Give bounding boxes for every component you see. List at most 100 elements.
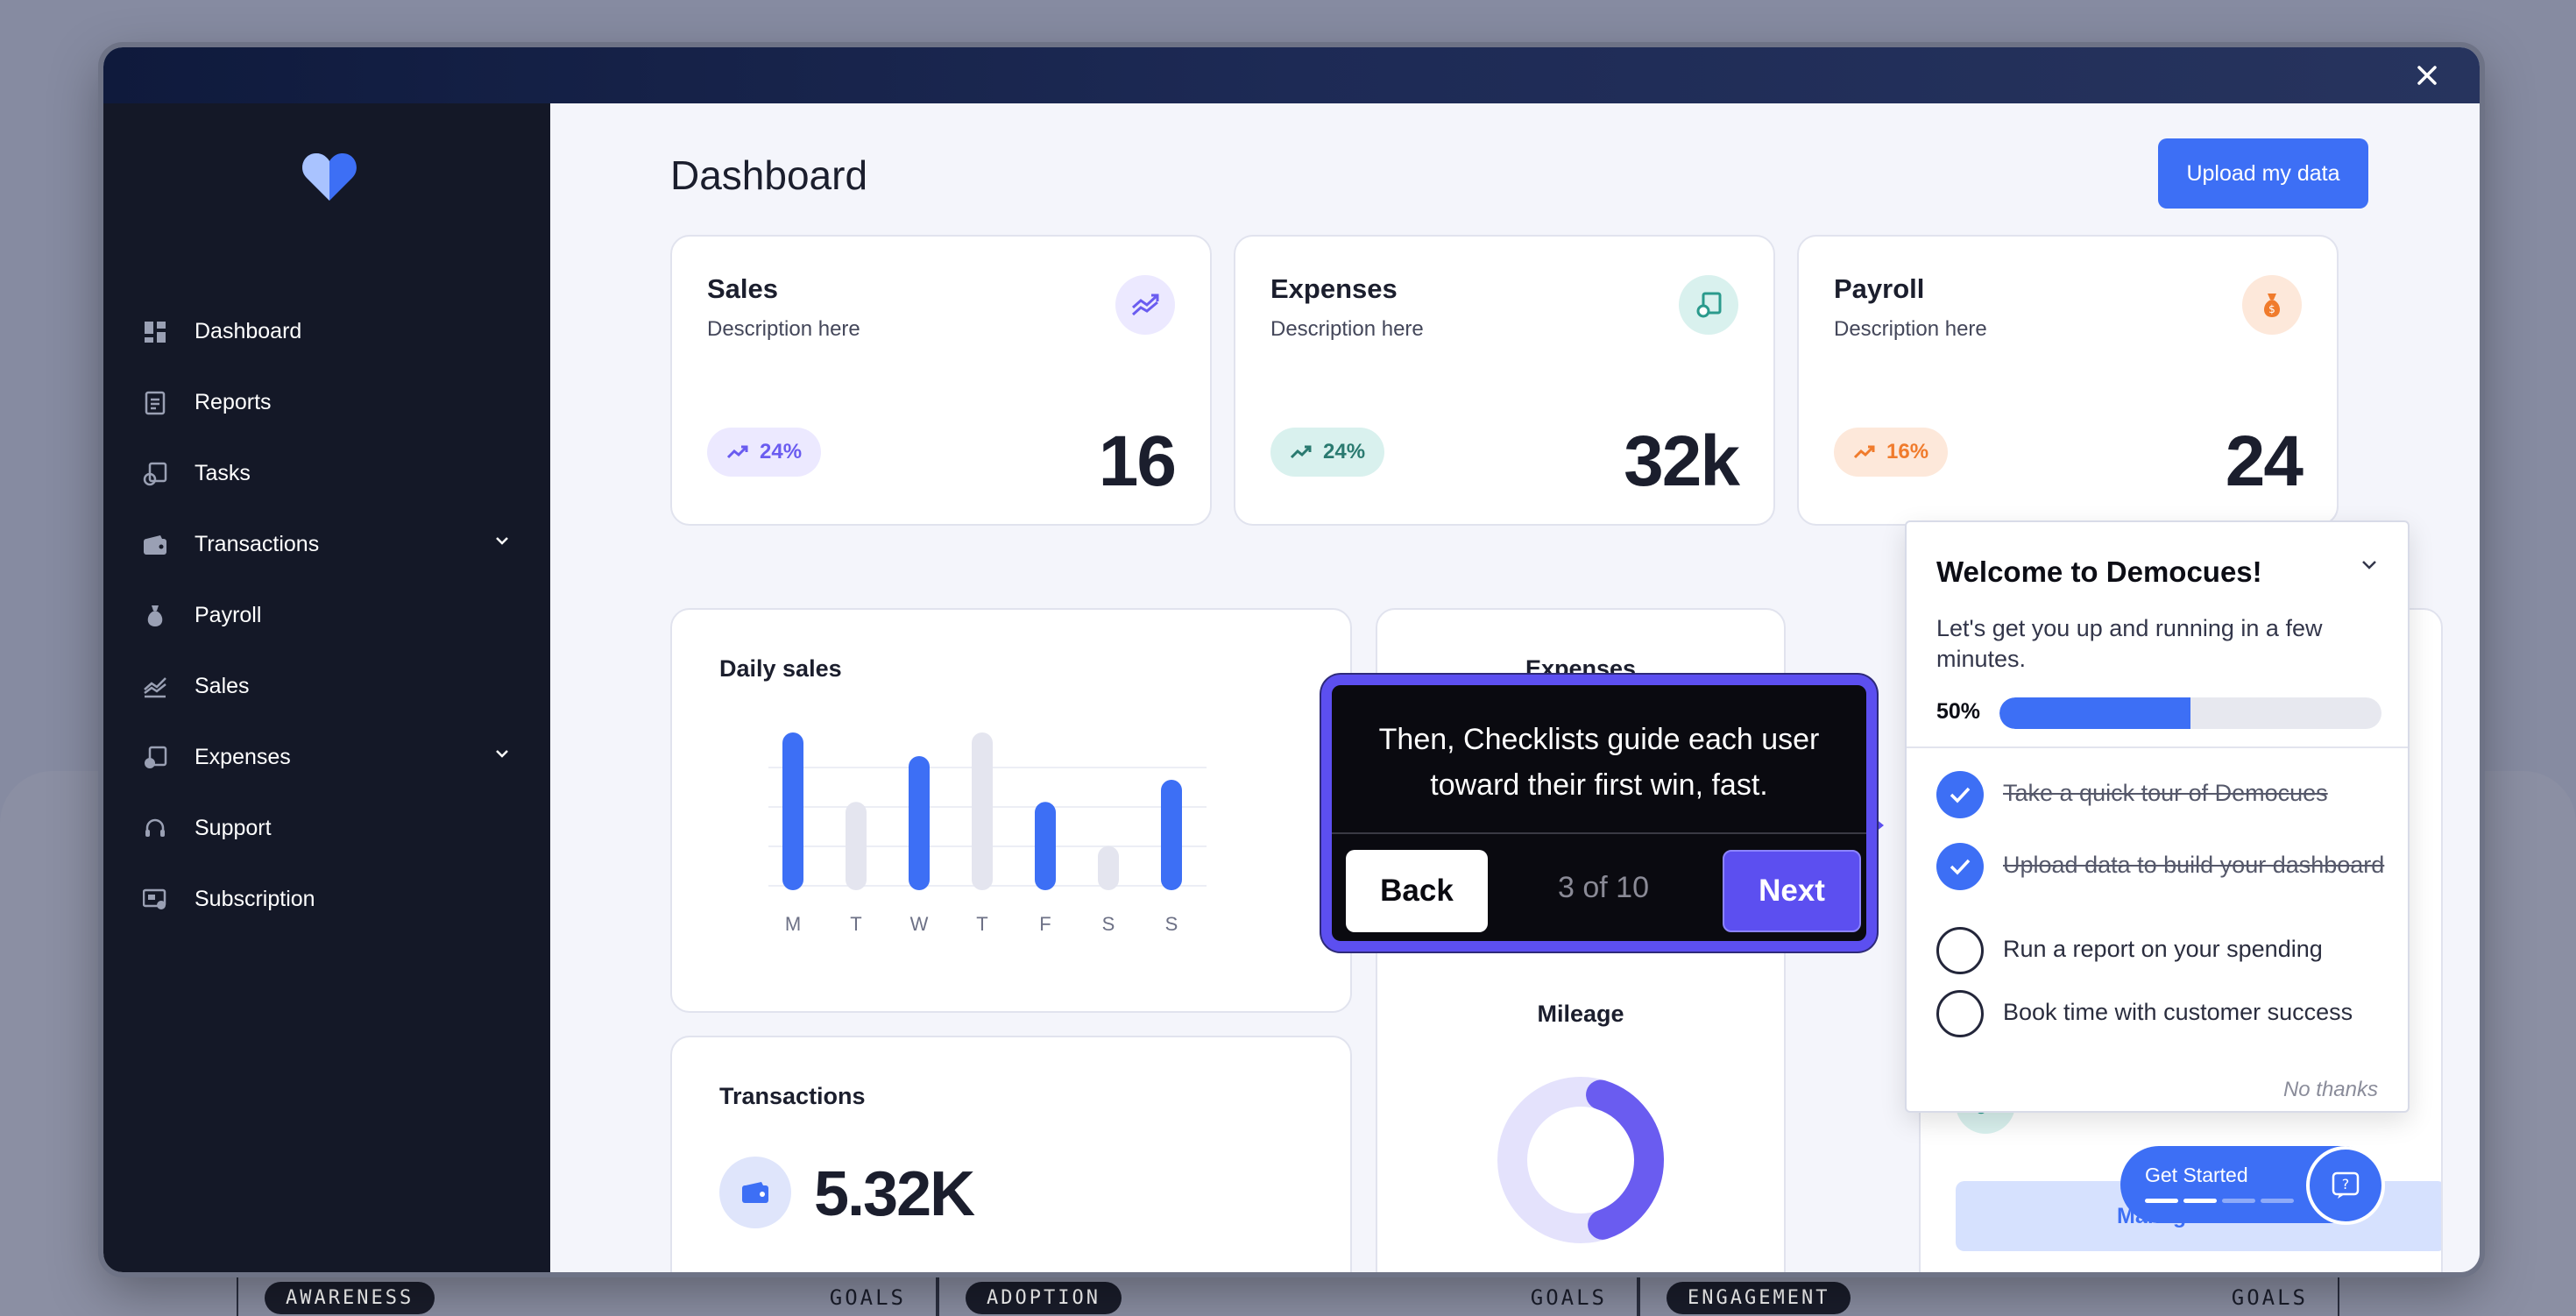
stat-title: Expenses [1270,273,1398,304]
journey-strip: AWARENESS GOALS ADOPTION GOALS ENGAGEMEN… [237,1262,2339,1316]
checklist-item-label: Run a report on your spending [2003,936,2323,962]
sidebar-item-label: Transactions [195,532,320,556]
checklist-item-upload[interactable]: Upload data to build your dashboard [1936,843,2392,890]
sales-chart-icon [1115,275,1175,335]
title-bar [103,47,2480,103]
close-button[interactable] [2411,60,2443,91]
checklist-item-label: Book time with customer success [2003,999,2353,1025]
sidebar-item-label: Tasks [195,461,251,485]
tour-step-counter: 3 of 10 [1558,871,1649,904]
transactions-card: Transactions 5.32K [670,1036,1352,1272]
sidebar-item-reports[interactable]: Reports [142,367,519,438]
checklist-item-report[interactable]: Run a report on your spending [1936,927,2392,974]
sidebar-item-label: Expenses [195,745,291,769]
divider [1907,746,2408,748]
x-tick-label: T [850,913,861,935]
stage-tag: ENGAGEMENT [1667,1281,1851,1314]
stage-tag: AWARENESS [265,1281,435,1314]
page-title: Dashboard [670,152,868,198]
x-tick-label: S [1102,913,1115,935]
trend-badge: 24% [1270,428,1385,477]
stat-description: Description here [707,317,860,341]
x-tick-label: S [1165,913,1178,935]
stage-goal: GOALS [2231,1285,2308,1310]
stat-description: Description here [1270,317,1424,341]
checklist-item-label: Upload data to build your dashboard [2003,852,2385,878]
chart-bar [972,732,993,890]
onboarding-checklist: Welcome to Democues! Let's get you up an… [1905,520,2410,1113]
sidebar-item-sales[interactable]: Sales [142,651,519,722]
sidebar-item-expenses[interactable]: Expenses [142,722,519,793]
stat-card-payroll[interactable]: Payroll Description here $ 16% 24 [1797,235,2339,526]
stat-card-expenses[interactable]: Expenses Description here 24% 32k [1234,235,1775,526]
trend-value: 16% [1886,440,1929,463]
check-done-icon [1936,771,1984,818]
sidebar-item-dashboard[interactable]: Dashboard [142,296,519,367]
stage-goal: GOALS [1530,1285,1607,1310]
subscription-icon [142,887,168,913]
launcher-label: Get Started [2145,1164,2248,1186]
stage-tag: ADOPTION [966,1281,1122,1314]
launcher-progress-segment [2145,1199,2178,1203]
upload-data-button[interactable]: Upload my data [2158,138,2368,209]
sidebar-item-subscription[interactable]: Subscription [142,864,519,935]
tour-tooltip: Then, Checklists guide each user toward … [1321,675,1877,952]
headset-icon [142,816,168,842]
no-thanks-link[interactable]: No thanks [2282,1078,2378,1101]
stat-card-sales[interactable]: Sales Description here 24% 16 [670,235,1212,526]
mileage-donut-chart [1497,1077,1664,1243]
money-bag-icon: $ [2242,275,2302,335]
section-title: Transactions [719,1083,866,1109]
chart-bar [1098,845,1119,890]
stat-title: Payroll [1834,273,1925,304]
reports-icon [142,390,168,416]
sidebar: Dashboard Reports Tasks Transactions Pay… [103,103,550,1272]
stat-value: 32k [1624,421,1740,501]
trend-up-icon [1853,445,1875,459]
stat-description: Description here [1834,317,1987,341]
check-empty-icon [1936,927,1984,974]
checklist-item-book-time[interactable]: Book time with customer success [1936,990,2392,1037]
tour-next-button[interactable]: Next [1723,850,1861,932]
sidebar-item-transactions[interactable]: Transactions [142,509,519,580]
chart-bar [846,802,867,890]
svg-text:$: $ [2268,303,2275,315]
chevron-down-icon[interactable] [494,748,510,759]
svg-text:?: ? [2342,1176,2350,1192]
stat-value: 16 [1098,421,1177,501]
checklist-item-tour[interactable]: Take a quick tour of Democues [1936,771,2392,818]
sidebar-nav: Dashboard Reports Tasks Transactions Pay… [142,296,519,935]
sidebar-item-tasks[interactable]: Tasks [142,438,519,509]
chevron-down-icon[interactable] [494,535,510,546]
trend-badge: 16% [1834,428,1949,477]
receipt-icon [142,745,168,771]
stage-goal: GOALS [829,1285,906,1310]
check-empty-icon [1936,990,1984,1037]
chart-bar [909,756,930,890]
sidebar-item-label: Payroll [195,603,262,627]
trend-value: 24% [760,440,803,463]
sidebar-item-label: Support [195,816,272,840]
section-title: Daily sales [719,655,842,682]
x-tick-label: F [1039,913,1051,935]
tour-back-button[interactable]: Back [1346,850,1488,932]
help-chat-button[interactable]: ? [2306,1146,2385,1225]
sidebar-item-support[interactable]: Support [142,793,519,864]
chevron-down-icon[interactable] [2360,559,2378,571]
donut-slice [1586,1079,1664,1240]
receipt-icon [1679,275,1738,335]
checklist-subtitle: Let's get you up and running in a few mi… [1936,615,2323,672]
heart-logo-icon[interactable] [301,152,357,202]
tasks-icon [142,461,168,487]
wallet-icon [142,532,168,558]
x-tick-label: W [910,913,929,935]
journey-stage-awareness: AWARENESS GOALS [237,1262,938,1316]
trend-up-icon [726,445,748,459]
sales-chart-icon [142,674,168,700]
stat-title: Sales [707,273,779,304]
progress-bar [1999,697,2381,729]
progress-fill [1999,697,2190,729]
daily-sales-card: Daily sales M T W T F S S [670,608,1352,1013]
sidebar-item-payroll[interactable]: Payroll [142,580,519,651]
chart-bar [1035,802,1056,890]
